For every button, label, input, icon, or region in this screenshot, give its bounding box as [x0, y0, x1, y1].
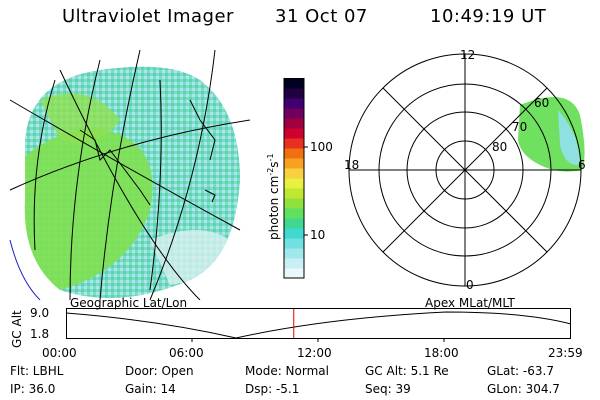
- polar-label-0: 0: [466, 278, 474, 292]
- altitude-axis-label: GC Alt: [10, 310, 24, 348]
- info-dsp: Dsp: -5.1: [245, 382, 300, 396]
- info-mode: Mode: Normal: [245, 364, 329, 378]
- colorbar-segment: [284, 218, 304, 229]
- apex-label: Apex MLat/MLT: [425, 296, 515, 310]
- colorbar-label: photon cm-2s-1: [266, 153, 281, 240]
- polar-ring-80: 80: [492, 140, 508, 154]
- polar-label-6: 6: [578, 158, 586, 172]
- info-door: Door: Open: [125, 364, 194, 378]
- colorbar-segment: [284, 88, 304, 99]
- instrument-title: Ultraviolet Imager: [62, 6, 234, 27]
- colorbar-segment: [284, 108, 304, 119]
- colorbar: [283, 78, 308, 279]
- colorbar-segment: [284, 188, 304, 199]
- polar-ring-70: 70: [512, 120, 528, 134]
- info-glon: GLon: 304.7: [487, 382, 560, 396]
- x-tick-2359: 23:59: [548, 346, 583, 360]
- info-glat: GLat: -63.7: [487, 364, 554, 378]
- info-seq: Seq: 39: [365, 382, 411, 396]
- colorbar-segment: [284, 78, 304, 89]
- x-tick-1800: 18:00: [424, 346, 459, 360]
- info-flt: Flt: LBHL: [10, 364, 64, 378]
- colorbar-segment: [284, 138, 304, 149]
- colorbar-segment: [284, 238, 304, 249]
- altitude-plot: [66, 308, 572, 342]
- colorbar-segment: [284, 158, 304, 169]
- colorbar-segment: [284, 208, 304, 219]
- polar-label-18: 18: [344, 158, 360, 172]
- polar-plot: [348, 53, 585, 287]
- info-gc-alt: GC Alt: 5.1 Re: [365, 364, 449, 378]
- x-tick-0600: 06:00: [169, 346, 204, 360]
- geographic-image: [9, 49, 251, 300]
- colorbar-segment: [284, 98, 304, 109]
- colorbar-segment: [284, 168, 304, 179]
- colorbar-segment: [284, 258, 304, 269]
- x-tick-1200: 12:00: [297, 346, 332, 360]
- polar-ring-60: 60: [534, 96, 550, 110]
- colorbar-segment: [284, 118, 304, 129]
- time-label: 10:49:19 UT: [430, 6, 547, 27]
- colorbar-segment: [284, 128, 304, 139]
- colorbar-segment: [284, 228, 304, 239]
- x-tick-0000: 00:00: [42, 346, 77, 360]
- altitude-y-bottom: 1.8: [30, 327, 50, 341]
- altitude-y-top: 9.0: [30, 306, 50, 320]
- colorbar-segment: [284, 268, 304, 279]
- colorbar-segment: [284, 248, 304, 259]
- polar-label-12: 12: [460, 48, 476, 62]
- info-ip: IP: 36.0: [10, 382, 56, 396]
- info-gain: Gain: 14: [125, 382, 176, 396]
- date-label: 31 Oct 07: [275, 6, 368, 27]
- geographic-label: Geographic Lat/Lon: [70, 296, 188, 310]
- colorbar-segment: [284, 148, 304, 159]
- colorbar-tick-100: 100: [310, 140, 333, 154]
- colorbar-segment: [284, 198, 304, 209]
- colorbar-segment: [284, 178, 304, 189]
- colorbar-tick-10: 10: [310, 228, 326, 242]
